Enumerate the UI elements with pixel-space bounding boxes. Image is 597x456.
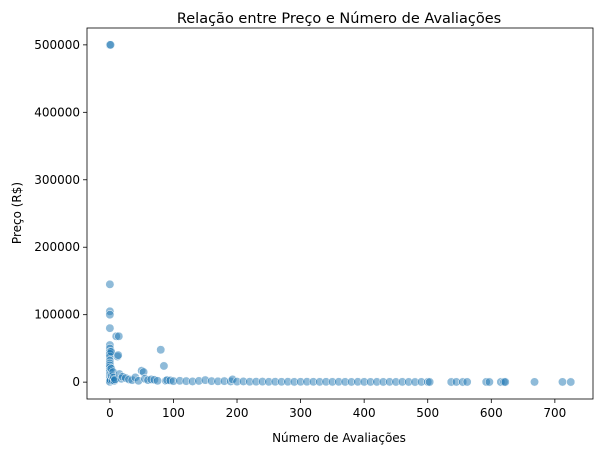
data-point <box>425 377 435 387</box>
data-point <box>105 310 115 320</box>
y-tick-label: 0 <box>72 375 80 389</box>
x-tick-label: 0 <box>106 406 114 420</box>
chart-title: Relação entre Preço e Número de Avaliaçõ… <box>177 11 501 27</box>
data-point <box>113 350 123 360</box>
y-axis-label: Preço (R$) <box>10 182 24 244</box>
y-tick-label: 400000 <box>34 105 80 119</box>
y-axis-ticks: 0 100000 200000 300000 400000 500000 <box>34 38 87 389</box>
data-point <box>500 377 510 387</box>
x-axis-label: Número de Avaliações <box>272 431 406 445</box>
data-point <box>105 279 115 289</box>
data-point <box>530 377 539 387</box>
x-tick-label: 300 <box>289 406 312 420</box>
data-point <box>105 323 115 333</box>
y-tick-label: 300000 <box>34 173 80 187</box>
data-point <box>153 376 163 386</box>
data-point <box>484 377 494 387</box>
x-tick-label: 500 <box>416 406 439 420</box>
points-layer <box>105 40 576 387</box>
data-point <box>156 345 166 355</box>
x-tick-label: 100 <box>162 406 185 420</box>
data-point <box>558 377 567 387</box>
y-tick-label: 100000 <box>34 308 80 322</box>
data-point <box>462 377 472 387</box>
x-tick-label: 600 <box>480 406 503 420</box>
data-point <box>566 377 576 387</box>
data-point <box>106 40 115 50</box>
x-tick-label: 200 <box>226 406 249 420</box>
y-tick-label: 500000 <box>34 38 80 52</box>
data-point <box>114 331 124 341</box>
x-axis-ticks: 0 100 200 300 400 500 600 700 <box>106 399 566 420</box>
data-point <box>159 361 169 371</box>
plot-frame <box>86 27 594 400</box>
x-tick-label: 700 <box>543 406 566 420</box>
y-tick-label: 200000 <box>34 240 80 254</box>
x-tick-label: 400 <box>353 406 376 420</box>
